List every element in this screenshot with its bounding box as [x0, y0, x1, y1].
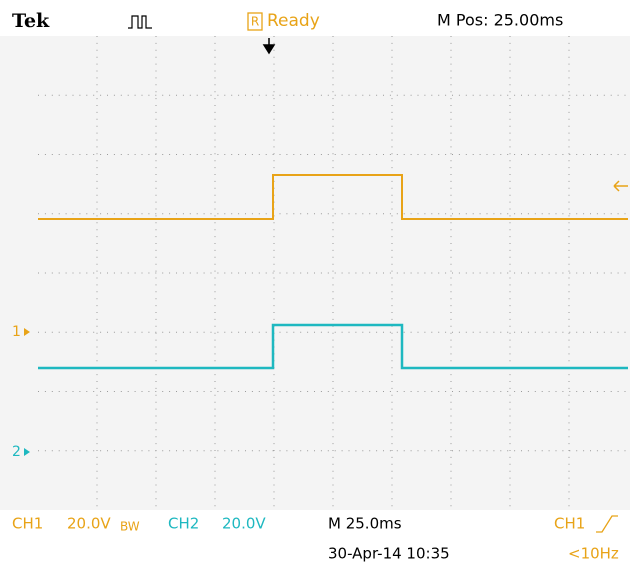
timebase: M 25.0ms [328, 515, 402, 533]
date: 30-Apr-14 10:35 [328, 545, 450, 563]
ch2-scale: 20.0V [222, 515, 266, 533]
status-box [247, 12, 263, 31]
ch2-marker-arrow [24, 448, 30, 456]
position: M Pos: 25.00ms [437, 11, 563, 30]
trigger-level-arrow [613, 180, 628, 192]
ch2-label: CH2 [168, 515, 199, 533]
acquire-icon [128, 15, 152, 29]
status: Ready [267, 11, 320, 31]
frequency: <10Hz [568, 545, 619, 563]
trigger-source: CH1 [554, 515, 585, 533]
ch2-marker: 2 [12, 444, 21, 460]
ch1-marker: 1 [12, 324, 21, 340]
trigger-position-arrow [262, 38, 276, 55]
brand: Tek [12, 10, 50, 32]
status-icon: R [251, 15, 259, 29]
ch1-marker-arrow [24, 328, 30, 336]
ch2-trace [38, 323, 628, 370]
ch1-scale: 20.0V [67, 515, 111, 533]
ch1-label: CH1 [12, 515, 43, 533]
trigger-slope [596, 515, 618, 533]
ch1-trace [38, 174, 628, 220]
ch1-bw: BW [120, 520, 140, 534]
